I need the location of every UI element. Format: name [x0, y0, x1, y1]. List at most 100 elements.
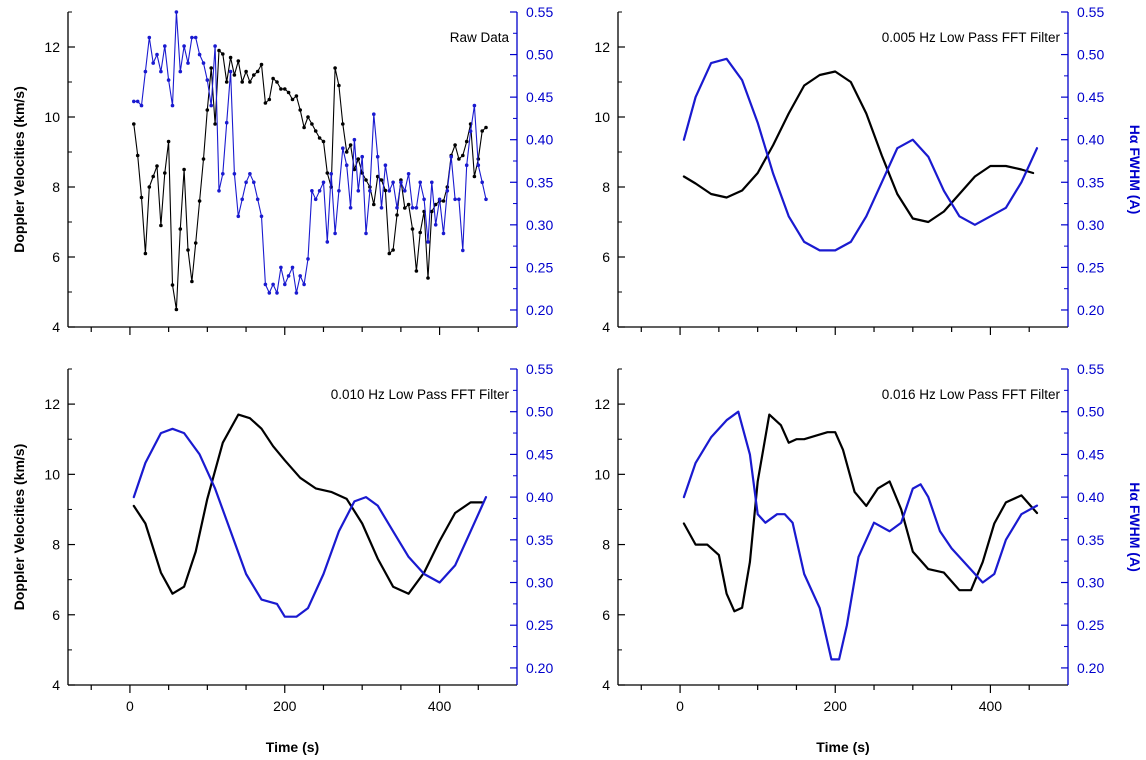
velocity-data-point	[132, 122, 136, 126]
velocity-data-point	[155, 164, 159, 168]
velocity-data-point	[433, 202, 438, 207]
y-tick-label: 4	[602, 319, 610, 335]
fwhm-data-point	[240, 197, 244, 202]
velocity-data-point	[217, 48, 221, 53]
y-tick-label: 10	[594, 109, 610, 125]
fwhm-data-point	[143, 69, 148, 74]
fwhm-data-point	[302, 282, 306, 287]
y-tick-label: 10	[44, 109, 60, 125]
velocity-data-point	[240, 80, 244, 84]
fwhm-data-point	[290, 265, 295, 270]
velocity-data-point	[298, 108, 303, 112]
fwhm-data-point	[221, 172, 225, 176]
fwhm-data-point	[205, 78, 210, 82]
fwhm-data-point	[283, 282, 287, 287]
fwhm-data-point	[147, 35, 152, 40]
y-tick-label: 4	[52, 677, 60, 693]
velocity-data-point	[457, 157, 461, 161]
velocity-data-point	[313, 129, 318, 133]
fwhm-data-point	[480, 180, 485, 185]
panel-4: 4 6 8 10 12 0.20 0.25 0.30 0.35 0.40 0.45 0.50 0.55 0…	[594, 361, 1143, 755]
fwhm-data-point	[190, 35, 194, 40]
fwhm-data-point	[391, 180, 395, 185]
velocity-data-point	[255, 69, 260, 74]
y-tick-label: 12	[44, 396, 60, 412]
fwhm-data-point	[410, 206, 415, 210]
fwhm-data-point	[399, 180, 403, 185]
velocity-data-point	[139, 195, 144, 200]
y2-tick-label: 0.20	[1077, 660, 1104, 676]
x-axis-label: Time (s)	[816, 739, 869, 755]
fwhm-data-point	[132, 99, 136, 104]
fwhm-data-point	[383, 163, 388, 167]
fwhm-data-point	[201, 61, 206, 65]
velocity-data-point	[267, 97, 272, 102]
fwhm-data-point	[317, 189, 322, 193]
velocity-data-point	[383, 188, 388, 193]
velocity-data-point	[372, 202, 376, 207]
y-tick-label: 12	[44, 39, 60, 55]
fwhm-data-point	[178, 69, 183, 74]
fwhm-data-point	[476, 163, 481, 167]
velocity-data-point	[201, 157, 206, 161]
velocity-data-point	[480, 129, 485, 133]
fwhm-data-point	[457, 197, 461, 202]
fwhm-data-point	[298, 274, 303, 278]
velocity-data-point	[379, 178, 384, 182]
fwhm-data-point	[333, 231, 337, 236]
fwhm-data-point	[232, 172, 237, 176]
fwhm-data-point	[406, 172, 411, 176]
fwhm-data-point	[422, 197, 426, 202]
fwhm-data-point	[329, 172, 334, 176]
y2-tick-label: 0.45	[526, 89, 553, 105]
fwhm-data-point	[426, 240, 430, 244]
fwhm-data-point	[418, 180, 423, 185]
velocity-data-point	[406, 202, 411, 207]
y2-tick-label: 0.25	[526, 617, 553, 633]
fwhm-data-point	[372, 112, 376, 116]
fwhm-data-point	[337, 189, 341, 193]
y2-tick-label: 0.55	[1077, 361, 1104, 377]
fwhm-data-point	[271, 282, 275, 287]
velocity-data-point	[464, 139, 469, 144]
fwhm-data-point	[224, 120, 229, 125]
velocity-series-line	[682, 70, 1035, 224]
fwhm-data-point	[174, 10, 179, 14]
velocity-data-point	[259, 62, 264, 67]
fwhm-data-point	[441, 231, 446, 236]
fwhm-data-point	[197, 52, 202, 57]
x-axis-label: Time (s)	[266, 739, 319, 755]
velocity-data-point	[418, 230, 423, 235]
y2-tick-label: 0.25	[1077, 617, 1104, 633]
panel-2: 4 6 8 10 12 0.20 0.25 0.30 0.35 0.40 0.45 0.50 0.55 H…	[594, 4, 1143, 335]
velocity-data-point	[395, 213, 399, 217]
fwhm-data-point	[313, 197, 318, 202]
y2-tick-label: 0.40	[526, 489, 553, 505]
fwhm-data-point	[364, 231, 368, 236]
velocity-data-point	[472, 174, 477, 179]
y2-axis-label: Hα FWHM (A)	[1127, 482, 1143, 571]
x-tick-label: 0	[126, 698, 134, 714]
velocity-data-point	[344, 150, 349, 154]
velocity-series-line	[133, 49, 487, 311]
y-tick-label: 10	[44, 466, 60, 482]
velocity-data-point	[352, 167, 357, 172]
velocity-data-point	[317, 136, 322, 140]
x-tick-label: 200	[824, 698, 848, 714]
fwhm-data-point	[151, 61, 155, 65]
panel-3: 4 6 8 10 12 0.20 0.25 0.30 0.35 0.40 0.45 0.50 0.55 0…	[11, 361, 553, 755]
velocity-data-point	[403, 206, 407, 210]
fwhm-data-point	[279, 265, 283, 270]
velocity-data-point	[321, 139, 326, 144]
fwhm-data-point	[379, 206, 384, 210]
fwhm-data-point	[468, 129, 473, 133]
y2-tick-label: 0.30	[526, 575, 553, 591]
fwhm-data-point	[430, 180, 434, 185]
fwhm-data-point	[159, 69, 163, 74]
fwhm-data-point	[375, 154, 380, 159]
velocity-data-point	[248, 80, 252, 84]
y-tick-label: 6	[602, 607, 610, 623]
velocity-data-point	[279, 87, 283, 91]
y2-tick-label: 0.50	[526, 47, 553, 63]
